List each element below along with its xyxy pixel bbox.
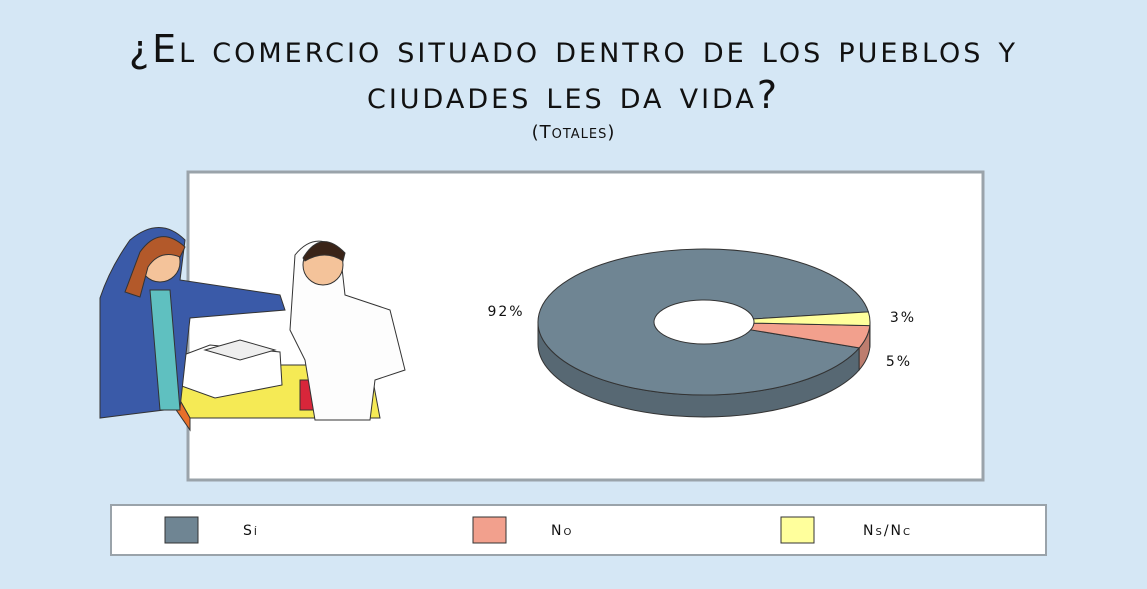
illustration (99, 227, 406, 432)
legend-box (110, 504, 1047, 556)
data-label: 3% (890, 310, 916, 326)
data-label: 5% (886, 354, 912, 370)
legend-swatch (780, 516, 815, 544)
legend-label: No (551, 523, 573, 539)
data-label: 92% (487, 304, 524, 320)
slice (537, 248, 870, 396)
pie: 92% 5% 3% (487, 248, 916, 418)
legend-label: Sí (243, 523, 259, 539)
legend-swatch (472, 516, 507, 544)
chart-title: ¿El comercio situado dentro de los puebl… (128, 27, 1019, 117)
slice (749, 322, 871, 349)
slice (752, 311, 871, 327)
legend: Sí No Ns/Nc (164, 516, 912, 544)
chart-subtitle: (Totales) (531, 122, 616, 143)
legend-swatch (164, 516, 199, 544)
legend-label: Ns/Nc (863, 523, 912, 539)
